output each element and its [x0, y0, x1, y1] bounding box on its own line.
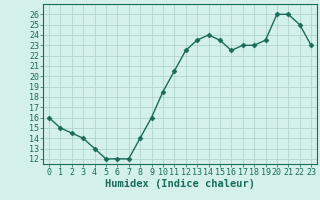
X-axis label: Humidex (Indice chaleur): Humidex (Indice chaleur): [105, 179, 255, 189]
